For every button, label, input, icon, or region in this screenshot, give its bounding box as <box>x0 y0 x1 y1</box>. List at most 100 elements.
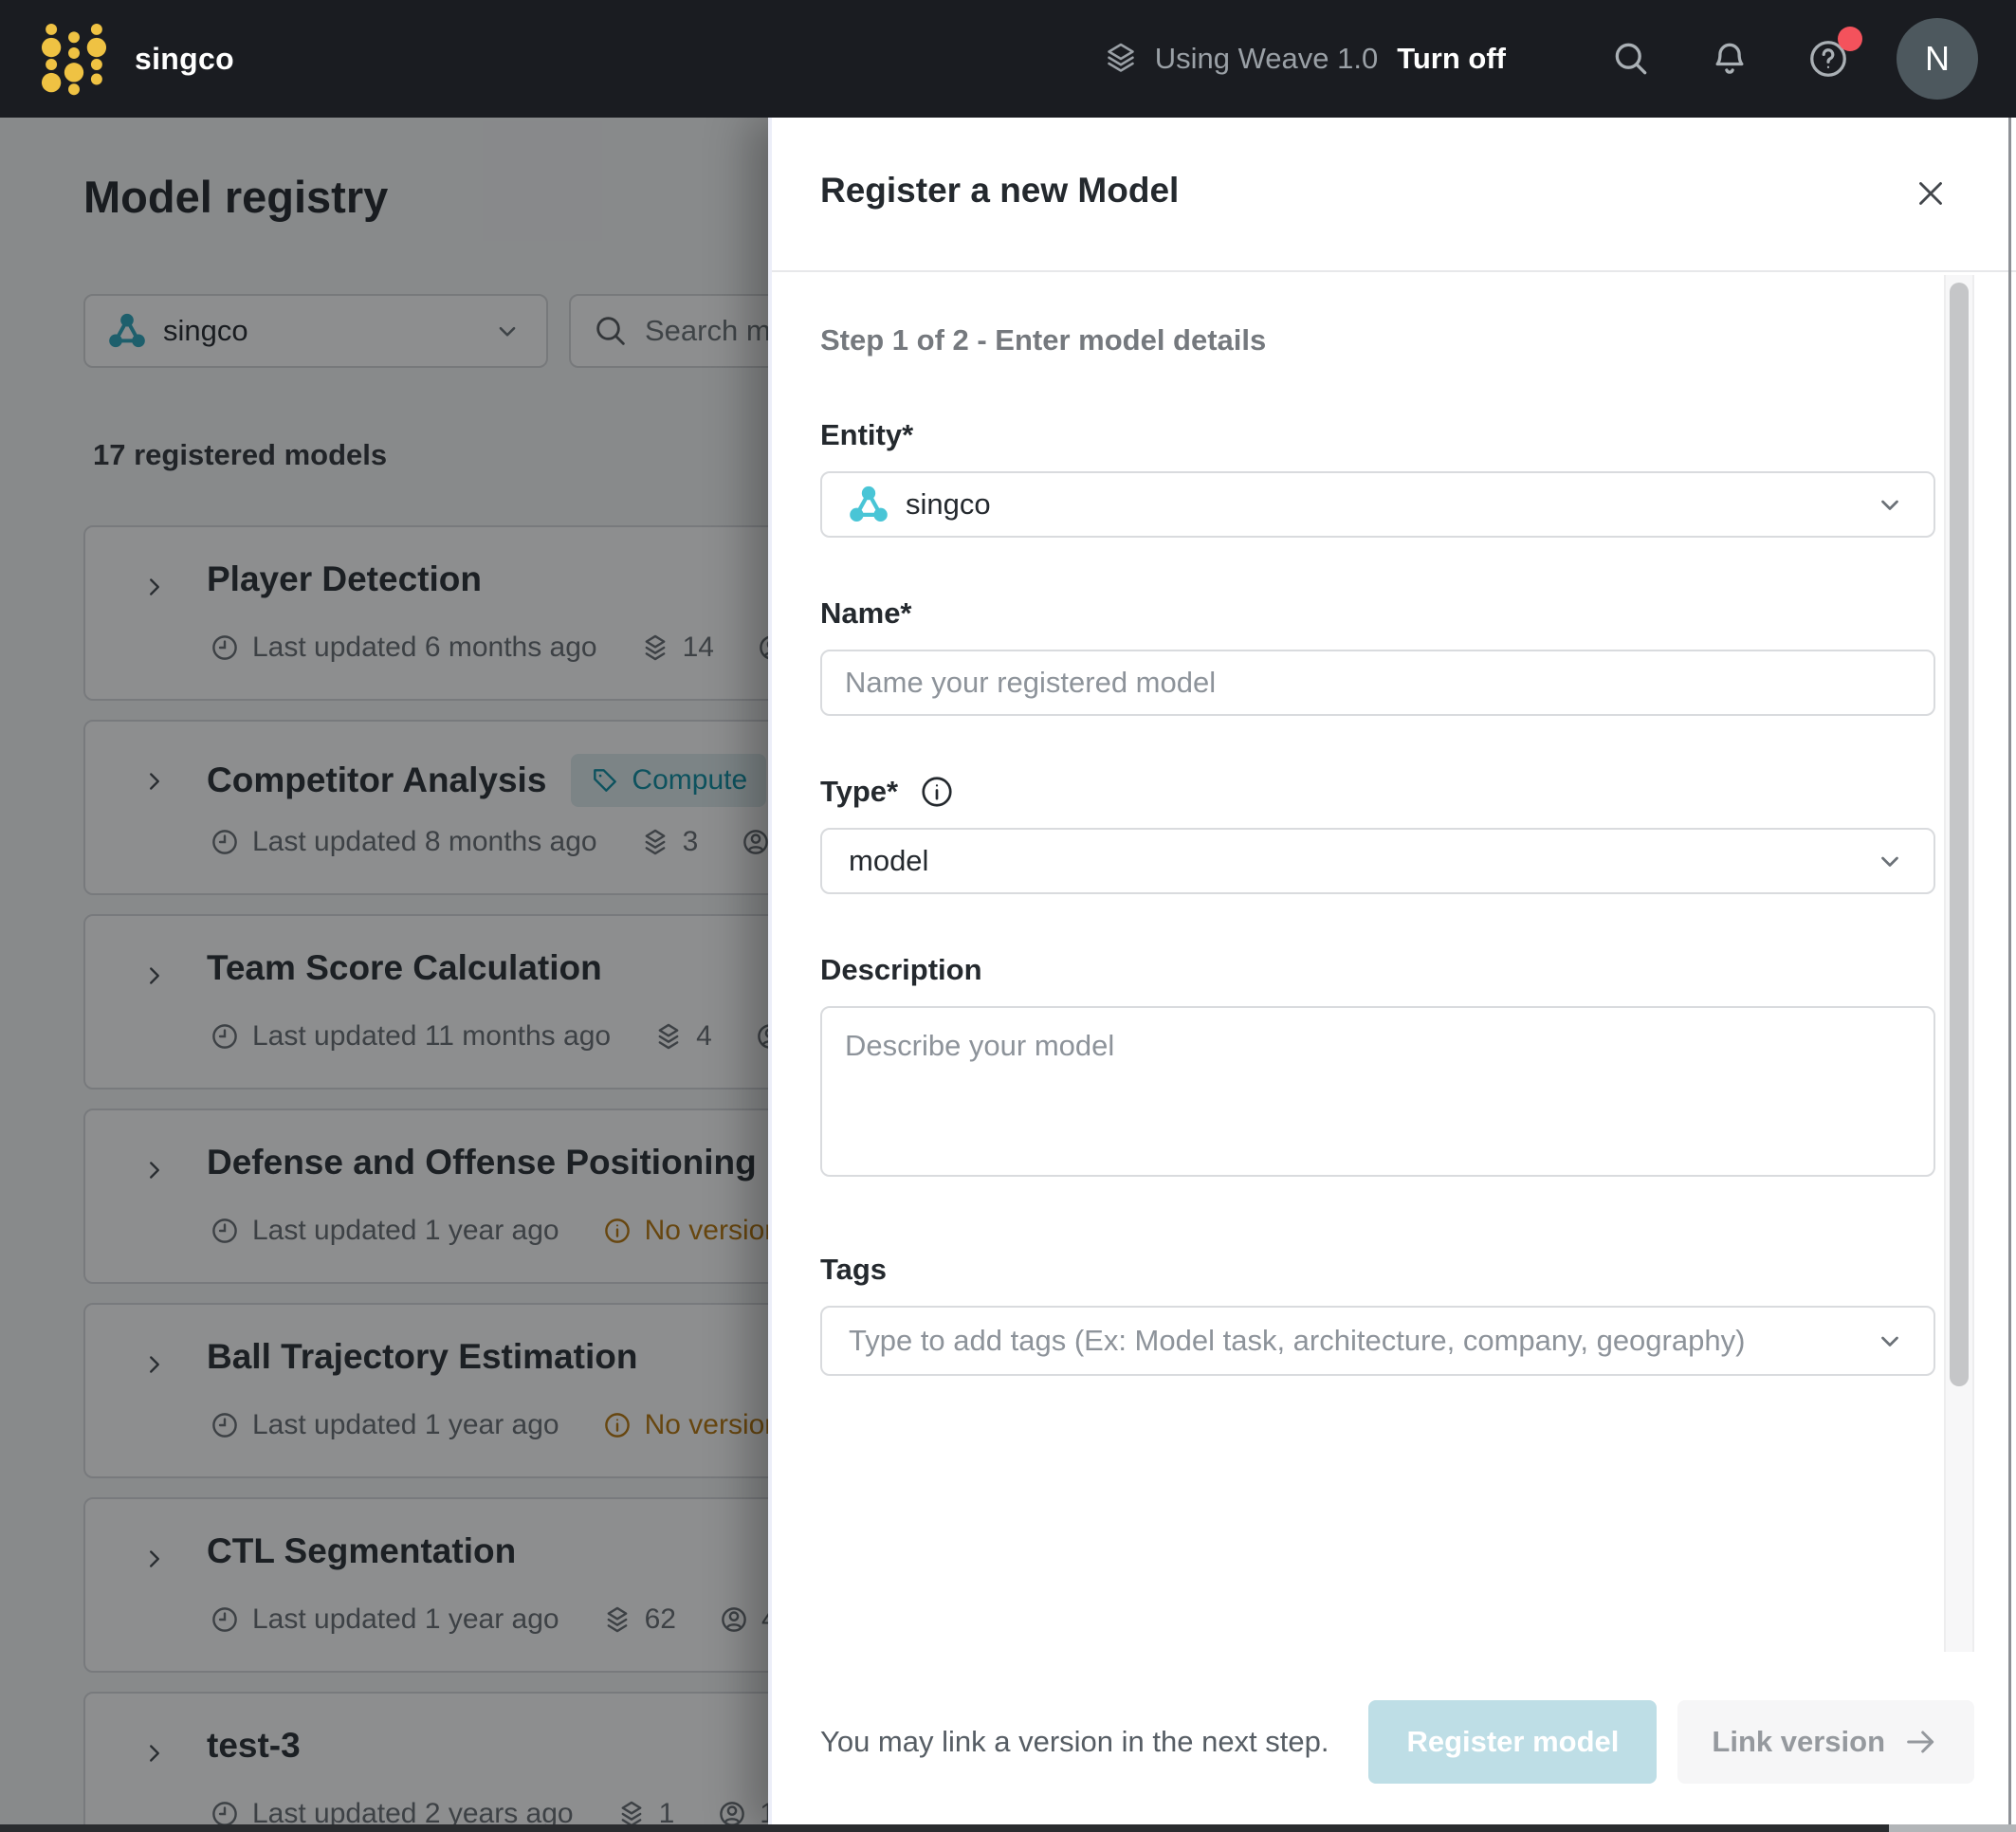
clock-icon <box>212 1218 237 1243</box>
name-input[interactable] <box>820 650 1935 716</box>
model-updated-label: Last updated 8 months ago <box>252 826 597 857</box>
model-title: CTL Segmentation <box>207 1531 517 1570</box>
versions-layers-icon <box>607 1606 628 1633</box>
footer-hint: You may link a version in the next step. <box>820 1725 1329 1758</box>
model-updated: Last updated 11 months ago <box>209 1020 611 1053</box>
model-updated: Last updated 6 months ago <box>209 632 597 664</box>
tag-icon <box>594 769 617 792</box>
app-title: singco <box>135 41 234 76</box>
type-info-wrap[interactable] <box>919 774 955 810</box>
model-updated-label: Last updated 2 years ago <box>252 1798 574 1829</box>
chevron-right-icon[interactable] <box>140 573 169 601</box>
page-title: Model registry <box>83 172 389 222</box>
description-field-label: Description <box>820 953 982 986</box>
model-tag[interactable]: Compute <box>571 754 767 807</box>
model-updated: Last updated 2 years ago <box>209 1798 574 1830</box>
model-meta: Last updated 1 year ago No versions a <box>209 1215 860 1247</box>
model-updated-label: Last updated 1 year ago <box>252 1603 559 1635</box>
model-title: Player Detection <box>207 559 482 598</box>
clock-icon <box>212 1607 237 1632</box>
help-button[interactable] <box>1802 27 1862 85</box>
model-updated-label: Last updated 11 months ago <box>252 1020 612 1052</box>
nav-right: Using Weave 1.0 Turn off <box>1102 18 1978 100</box>
chevron-right-icon[interactable] <box>140 962 169 990</box>
close-button[interactable] <box>1910 173 1952 214</box>
warning-info-icon <box>604 1413 630 1438</box>
drawer-scrollbar-thumb[interactable] <box>1950 283 1969 1386</box>
window-bottom-edge <box>0 1824 1889 1832</box>
search-button[interactable] <box>1604 32 1658 85</box>
avatar[interactable]: N <box>1897 18 1978 100</box>
type-select[interactable]: model <box>820 828 1935 894</box>
weave-status-label: Using Weave 1.0 <box>1154 42 1379 75</box>
chevron-down-icon <box>1881 856 1898 867</box>
drawer-body: Step 1 of 2 - Enter model details Entity… <box>820 272 1935 1376</box>
model-tag-label: Compute <box>632 764 748 796</box>
link-version-button[interactable]: Link version <box>1677 1700 1974 1784</box>
register-model-drawer: Register a new Model Step 1 of 2 - Enter… <box>768 118 2016 1832</box>
chevron-down-icon <box>499 326 516 337</box>
user-icon <box>743 830 769 854</box>
versions-layers-icon <box>658 1023 679 1050</box>
clock-icon <box>212 1413 237 1438</box>
entity-icon <box>109 313 145 348</box>
model-versions-count: 4 <box>696 1020 712 1052</box>
model-versions: 14 <box>639 632 714 664</box>
chevron-right-icon[interactable] <box>140 1350 169 1379</box>
drawer-header: Register a new Model <box>772 118 2016 270</box>
chevron-down-icon <box>1881 1336 1898 1347</box>
info-icon <box>922 777 952 807</box>
chevron-right-icon[interactable] <box>140 1156 169 1184</box>
notification-dot <box>1838 27 1862 51</box>
close-icon <box>1919 182 1942 205</box>
type-field-label: Type* <box>820 773 1935 811</box>
type-field-label-text: Type* <box>820 775 899 808</box>
model-updated: Last updated 1 year ago <box>209 1409 559 1441</box>
arrow-right-icon <box>1907 1731 1934 1753</box>
entity-select[interactable]: singco <box>820 471 1935 538</box>
weave-turn-off-button[interactable]: Turn off <box>1397 42 1506 75</box>
warning-info-icon <box>604 1218 630 1243</box>
wandb-logo-icon[interactable] <box>40 18 108 100</box>
entity-select-value: singco <box>906 487 991 521</box>
link-version-label: Link version <box>1712 1725 1885 1758</box>
chevron-right-icon[interactable] <box>140 767 169 796</box>
model-updated: Last updated 8 months ago <box>209 826 597 858</box>
chevron-right-icon[interactable] <box>140 1545 169 1573</box>
step-indicator: Step 1 of 2 - Enter model details <box>820 323 1267 357</box>
search-placeholder: Search m <box>645 314 771 347</box>
drawer-footer: You may link a version in the next step.… <box>772 1652 2016 1832</box>
chevron-right-icon[interactable] <box>140 1739 169 1768</box>
description-input[interactable] <box>820 1006 1935 1177</box>
tags-input[interactable]: Type to add tags (Ex: Model task, archit… <box>820 1306 1935 1376</box>
model-title: Team Score Calculation <box>207 948 602 987</box>
registered-models-count: 17 registered models <box>93 438 388 471</box>
model-updated: Last updated 1 year ago <box>209 1603 559 1636</box>
clock-icon <box>212 635 237 660</box>
model-versions-count: 1 <box>658 1798 675 1829</box>
name-field-label: Name* <box>820 596 912 630</box>
register-model-button[interactable]: Register model <box>1368 1700 1658 1784</box>
help-icon <box>1810 41 1846 77</box>
tags-placeholder: Type to add tags (Ex: Model task, archit… <box>849 1324 1746 1357</box>
user-icon <box>722 1607 746 1632</box>
weave-layers-icon <box>1107 43 1134 72</box>
versions-layers-icon <box>645 829 666 855</box>
drawer-divider <box>772 270 2016 272</box>
model-versions: 4 <box>652 1020 712 1053</box>
window-bottom-edge-scrollbar[interactable] <box>1889 1824 2016 1832</box>
footer-buttons: Register model Link version <box>1368 1700 1974 1784</box>
bell-icon <box>1715 43 1744 74</box>
window-right-edge <box>2008 118 2011 1832</box>
entity-field-label: Entity* <box>820 418 914 451</box>
notifications-button[interactable] <box>1703 32 1756 85</box>
model-versions-count: 62 <box>644 1603 676 1635</box>
model-updated: Last updated 1 year ago <box>209 1215 559 1247</box>
tags-field-label: Tags <box>820 1253 888 1286</box>
clock-icon <box>212 830 237 854</box>
model-versions: 1 <box>615 1798 675 1830</box>
model-meta: Last updated 6 months ago 14 1 <box>209 632 943 664</box>
entity-filter-select[interactable]: singco <box>83 294 548 368</box>
model-title: Ball Trajectory Estimation <box>207 1337 638 1376</box>
